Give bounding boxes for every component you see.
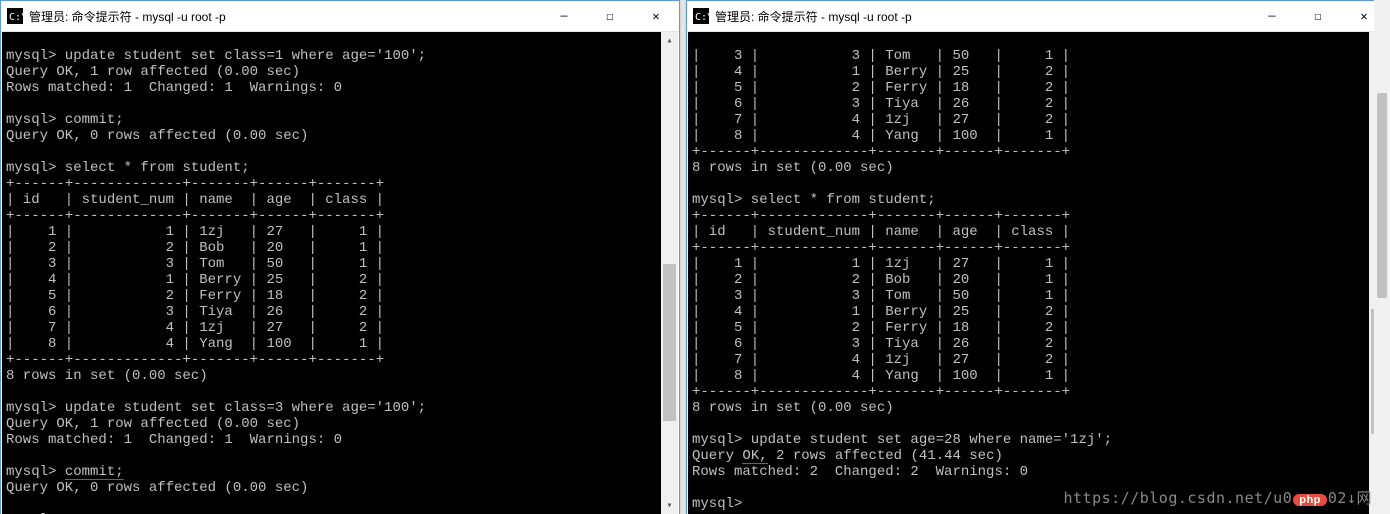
table-row: | 8 | 4 | Yang | 100 | 1 |	[692, 128, 1070, 144]
table-row: | 6 | 3 | Tiya | 26 | 2 |	[692, 96, 1070, 112]
table-header: | id | student_num | name | age | class …	[6, 192, 384, 208]
table-row: | 7 | 4 | 1zj | 27 | 2 |	[692, 352, 1070, 368]
line: mysql> commit;	[6, 112, 124, 128]
line: mysql> update student set age=28 where n…	[692, 432, 1112, 448]
line: mysql> select * from student;	[6, 160, 250, 176]
php-badge-icon: php	[1293, 494, 1327, 506]
svg-text:C:\: C:\	[9, 12, 23, 23]
table-row: | 7 | 4 | 1zj | 27 | 2 |	[6, 320, 384, 336]
scroll-thumb[interactable]	[663, 264, 676, 421]
scroll-track[interactable]	[661, 49, 678, 497]
terminal-output: | 3 | 3 | Tom | 50 | 1 | | 4 | 1 | Berry…	[688, 46, 1386, 514]
line: Rows matched: 2 Changed: 2 Warnings: 0	[692, 464, 1028, 480]
window-title: 管理员: 命令提示符 - mysql -u root -p	[715, 8, 1249, 25]
prompt: mysql>	[692, 496, 742, 512]
maximize-button[interactable]: ☐	[587, 1, 633, 31]
line: Query OK, 0 rows affected (0.00 sec)	[6, 128, 308, 144]
table-row: | 4 | 1 | Berry | 25 | 2 |	[692, 64, 1070, 80]
table-row: | 5 | 2 | Ferry | 18 | 2 |	[692, 320, 1070, 336]
ok-underlined: OK,	[742, 450, 767, 464]
line: 8 rows in set (0.00 sec)	[692, 160, 894, 176]
table-row: | 8 | 4 | Yang | 100 | 1 |	[6, 336, 384, 352]
table-row: | 6 | 3 | Tiya | 26 | 2 |	[6, 304, 384, 320]
line: mysql> select * from student;	[692, 192, 936, 208]
line-prefix: Query	[692, 448, 742, 464]
watermark-suffix: 02↓网	[1328, 489, 1372, 507]
terminal-window-left: C:\ 管理员: 命令提示符 - mysql -u root -p — ☐ ✕ …	[0, 0, 680, 514]
close-button[interactable]: ✕	[633, 1, 679, 31]
watermark: https://blog.csdn.net/u0php02↓网	[1063, 487, 1372, 508]
page-scrollbar[interactable]	[1374, 0, 1390, 514]
table-sep: +------+-------------+-------+------+---…	[6, 208, 384, 224]
cmd-icon: C:\	[7, 8, 23, 24]
table-row: | 3 | 3 | Tom | 50 | 1 |	[692, 48, 1070, 64]
table-sep: +------+-------------+-------+------+---…	[6, 176, 384, 192]
table-sep: +------+-------------+-------+------+---…	[692, 144, 1070, 160]
table-sep: +------+-------------+-------+------+---…	[6, 352, 384, 368]
line: Query OK, 0 rows affected (0.00 sec)	[6, 480, 308, 496]
maximize-button[interactable]: ☐	[1295, 1, 1341, 31]
line: Query OK, 1 row affected (0.00 sec)	[6, 416, 300, 432]
table-row: | 4 | 1 | Berry | 25 | 2 |	[6, 272, 384, 288]
table-row: | 1 | 1 | 1zj | 27 | 1 |	[6, 224, 384, 240]
table-row: | 2 | 2 | Bob | 20 | 1 |	[692, 272, 1070, 288]
page-scroll-thumb[interactable]	[1377, 93, 1387, 299]
terminal-window-right: C:\ 管理员: 命令提示符 - mysql -u root -p — ☐ ✕ …	[686, 0, 1388, 514]
table-row: | 8 | 4 | Yang | 100 | 1 |	[692, 368, 1070, 384]
scroll-up-icon[interactable]: ▴	[661, 32, 678, 49]
window-title: 管理员: 命令提示符 - mysql -u root -p	[29, 8, 541, 25]
line: mysql> update student set class=3 where …	[6, 400, 426, 416]
table-sep: +------+-------------+-------+------+---…	[692, 208, 1070, 224]
table-row: | 3 | 3 | Tom | 50 | 1 |	[6, 256, 384, 272]
line: Rows matched: 1 Changed: 1 Warnings: 0	[6, 80, 342, 96]
line: 8 rows in set (0.00 sec)	[692, 400, 894, 416]
titlebar[interactable]: C:\ 管理员: 命令提示符 - mysql -u root -p — ☐ ✕	[687, 1, 1387, 32]
line: Rows matched: 1 Changed: 1 Warnings: 0	[6, 432, 342, 448]
terminal-area[interactable]: mysql> update student set class=1 where …	[2, 32, 678, 514]
table-header: | id | student_num | name | age | class …	[692, 224, 1070, 240]
watermark-prefix: https://blog.csdn.net/u0	[1063, 489, 1292, 507]
table-row: | 2 | 2 | Bob | 20 | 1 |	[6, 240, 384, 256]
terminal-area[interactable]: | 3 | 3 | Tom | 50 | 1 | | 4 | 1 | Berry…	[688, 32, 1386, 514]
minimize-button[interactable]: —	[541, 1, 587, 31]
scroll-down-icon[interactable]: ▾	[661, 497, 678, 514]
table-row: | 5 | 2 | Ferry | 18 | 2 |	[6, 288, 384, 304]
terminal-output: mysql> update student set class=1 where …	[2, 46, 678, 514]
table-row: | 6 | 3 | Tiya | 26 | 2 |	[692, 336, 1070, 352]
table-row: | 1 | 1 | 1zj | 27 | 1 |	[692, 256, 1070, 272]
window-buttons: — ☐ ✕	[541, 1, 679, 31]
prompt-prefix: mysql>	[6, 464, 65, 480]
line: Query OK, 1 row affected (0.00 sec)	[6, 64, 300, 80]
window-buttons: — ☐ ✕	[1249, 1, 1387, 31]
table-row: | 4 | 1 | Berry | 25 | 2 |	[692, 304, 1070, 320]
line: 8 rows in set (0.00 sec)	[6, 368, 208, 384]
line: mysql> update student set class=1 where …	[6, 48, 426, 64]
minimize-button[interactable]: —	[1249, 1, 1295, 31]
table-row: | 7 | 4 | 1zj | 27 | 2 |	[692, 112, 1070, 128]
table-row: | 3 | 3 | Tom | 50 | 1 |	[692, 288, 1070, 304]
svg-text:C:\: C:\	[695, 12, 709, 23]
table-sep: +------+-------------+-------+------+---…	[692, 240, 1070, 256]
table-sep: +------+-------------+-------+------+---…	[692, 384, 1070, 400]
table-row: | 5 | 2 | Ferry | 18 | 2 |	[692, 80, 1070, 96]
commit-underlined: commit;	[65, 466, 124, 480]
scrollbar[interactable]: ▴ ▾	[661, 32, 678, 514]
titlebar[interactable]: C:\ 管理员: 命令提示符 - mysql -u root -p — ☐ ✕	[1, 1, 679, 32]
line-suffix: 2 rows affected (41.44 sec)	[768, 448, 1003, 464]
desktop: C:\ 管理员: 命令提示符 - mysql -u root -p — ☐ ✕ …	[0, 0, 1390, 514]
cmd-icon: C:\	[693, 8, 709, 24]
